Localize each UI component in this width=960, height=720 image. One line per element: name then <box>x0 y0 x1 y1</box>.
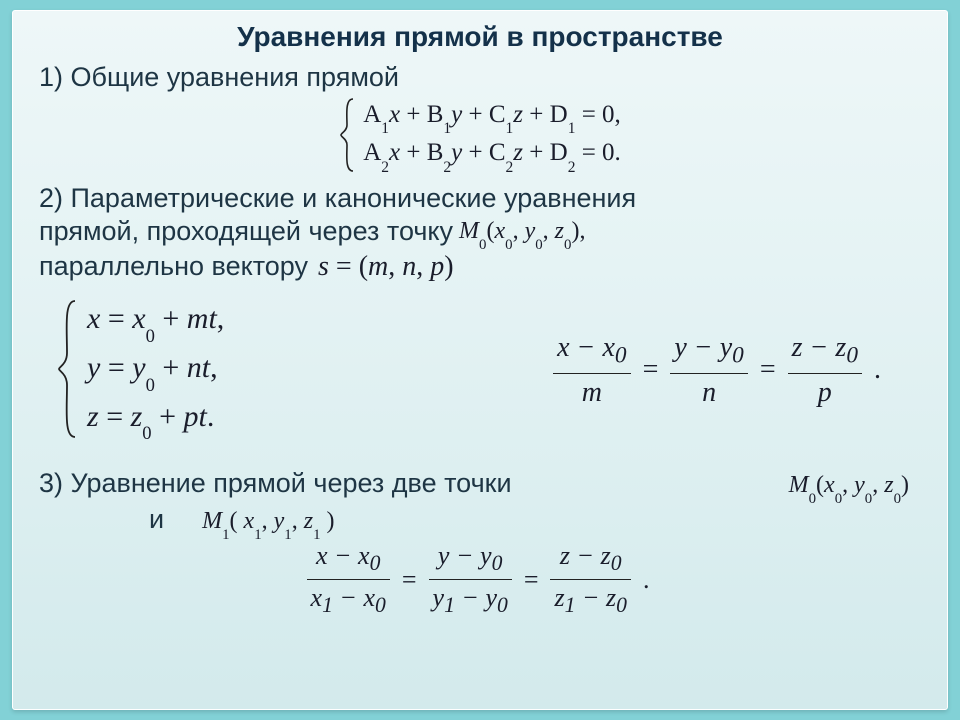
slide-title: Уравнения прямой в пространстве <box>39 21 921 53</box>
param-canonical-row: x = x0 + mt, y = y0 + nt, z = z0 + pt. x… <box>39 290 921 450</box>
section-2-line-a: 2) Параметрические и канонические уравне… <box>39 182 921 216</box>
brace-icon <box>339 97 357 173</box>
section-1: 1) Общие уравнения прямой A1x + B1y + C1… <box>39 61 921 174</box>
two-point-equation: x − x0 x1 − x0 = y − y0 y1 − y0 = z − z0… <box>39 541 921 618</box>
canon-frac-2: y − y0 n <box>670 332 747 409</box>
point-m0: M0(x0, y0, z0) <box>789 472 909 503</box>
general-eq-2: A2x + B2y + C2z + D2 = 0. <box>363 135 621 173</box>
twopt-frac-1: x − x0 x1 − x0 <box>307 541 390 618</box>
canon-frac-3: z − z0 p <box>788 332 862 409</box>
point-m0-inline: M0(x0, y0, z0), <box>459 216 585 249</box>
section-2-line-c: параллельно вектору s = (m, n, p) <box>39 249 921 284</box>
canon-tail: . <box>870 354 885 386</box>
slide-card: Уравнения прямой в пространстве 1) Общие… <box>12 10 948 710</box>
section-3-heading: 3) Уравнение прямой через две точки <box>39 467 512 501</box>
section-3-m1-row: M1( x1, y1, z1 ) и <box>39 504 921 539</box>
general-eq-1: A1x + B1y + C1z + D1 = 0, <box>363 97 621 135</box>
twopt-tail: . <box>639 565 654 595</box>
section-3-heading-row: 3) Уравнение прямой через две точки M0(x… <box>39 467 921 503</box>
section-2-line-c-text: параллельно вектору <box>39 250 308 284</box>
conjunction-and: и <box>149 504 164 535</box>
twopt-frac-2: y − y0 y1 − y0 <box>429 541 512 618</box>
param-eq-x: x = x0 + mt, <box>87 296 224 345</box>
param-eq-z: z = z0 + pt. <box>87 394 224 443</box>
direction-vector: s = (m, n, p) <box>318 249 454 284</box>
canonical-equation: x − x0 m = y − y0 n = z − z0 p . <box>553 332 885 409</box>
section-2-line-b-text: прямой, проходящей через точку <box>39 215 453 249</box>
param-eq-y: y = y0 + nt, <box>87 345 224 394</box>
canon-frac-1: x − x0 m <box>553 332 630 409</box>
point-m1: M1( x1, y1, z1 ) <box>202 508 334 539</box>
section-2: 2) Параметрические и канонические уравне… <box>39 182 921 451</box>
brace-icon <box>57 298 79 440</box>
section-3: 3) Уравнение прямой через две точки M0(x… <box>39 467 921 619</box>
general-system: A1x + B1y + C1z + D1 = 0, A2x + B2y + C2… <box>39 97 921 174</box>
section-2-line-b: прямой, проходящей через точку M0(x0, y0… <box>39 215 921 249</box>
twopt-frac-3: z − z0 z1 − z0 <box>550 541 630 618</box>
parametric-system: x = x0 + mt, y = y0 + nt, z = z0 + pt. <box>57 296 224 442</box>
section-1-heading: 1) Общие уравнения прямой <box>39 61 921 95</box>
